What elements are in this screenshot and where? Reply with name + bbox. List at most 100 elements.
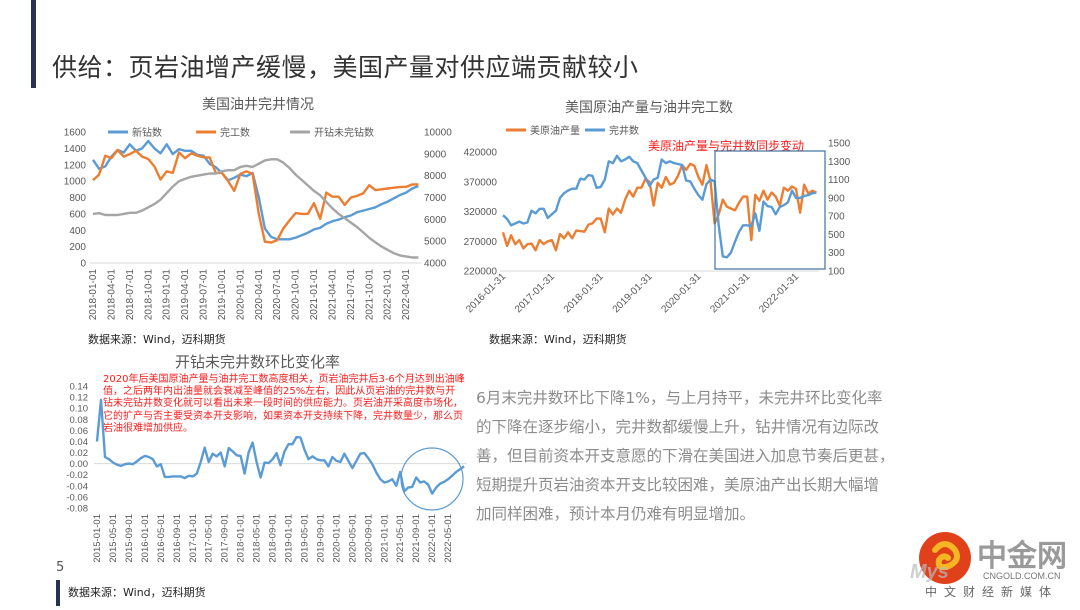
- x-tick-label: 2015-05-01: [108, 514, 119, 563]
- y-tick-label: 0.12: [70, 393, 89, 404]
- y2-tick-label: 6000: [424, 215, 447, 226]
- x-tick-label: 2020-05-01: [347, 514, 358, 563]
- x-tick-label: 2022-04-01: [401, 269, 412, 321]
- x-tick-label: 2021-07-01: [346, 269, 357, 321]
- x-tick-label: 2018-09-01: [268, 514, 279, 563]
- y-tick-label: 0.08: [70, 415, 89, 426]
- y-tick-label: 0.02: [70, 448, 89, 459]
- series-line-1-1: [92, 139, 419, 241]
- x-tick-label: 2020-04-01: [254, 269, 265, 321]
- x-tick-label: 2019-04-01: [180, 269, 191, 321]
- legend-label: 美原油产量: [530, 124, 580, 137]
- series-line-2-2: [502, 154, 817, 259]
- x-tick-label: 2019-07-01: [199, 269, 210, 321]
- x-tick-label: 2021-01-31: [708, 271, 752, 315]
- x-tick-label: 2021-01-01: [379, 514, 390, 563]
- y-tick-label: 0.06: [70, 426, 89, 437]
- chart1-source: 数据来源：Wind，迈科期货: [88, 333, 226, 346]
- y-tick-label: 0: [80, 259, 86, 270]
- x-tick-label: 2016-05-01: [156, 514, 167, 563]
- y-tick-label: 1400: [64, 144, 87, 155]
- y-tick-label: 1000: [64, 177, 87, 188]
- x-tick-label: 2016-01-31: [464, 271, 508, 315]
- cngold-logo: Mys 中金网 CNGOLD.COM.CN 中文财经新媒体: [905, 528, 1075, 606]
- chart2-title: 美国原油产量与油井完工数: [565, 100, 733, 116]
- y-tick-label: 270000: [464, 237, 498, 248]
- x-tick-label: 2017-09-01: [220, 514, 231, 563]
- analysis-line: 善，但目前资本开支意愿的下滑在美国进入加息节奏后更甚，: [476, 447, 895, 465]
- legend-label: 开钻未完钻数: [314, 126, 374, 139]
- analysis-line: 加同样困难，预计本月仍难有明显增加。: [476, 505, 756, 523]
- analysis-line: 6月末完井数环比下降1%，与上月持平，未完井环比变化率: [476, 389, 883, 407]
- chart2-source: 数据来源：Wind，迈科期货: [489, 333, 627, 346]
- x-tick-label: 2017-01-01: [188, 514, 199, 563]
- y2-tick-label: 5000: [424, 237, 447, 248]
- x-tick-label: 2021-04-01: [327, 269, 338, 321]
- svg-text:CNGOLD.COM.CN: CNGOLD.COM.CN: [983, 571, 1061, 581]
- highlight-circle: [400, 447, 464, 511]
- x-tick-label: 2022-05-01: [443, 514, 454, 563]
- x-tick-label: 2022-01-01: [427, 514, 438, 563]
- x-tick-label: 2018-01-01: [88, 269, 99, 321]
- y-tick-label: -0.06: [66, 492, 88, 503]
- y-tick-label: 1200: [64, 160, 87, 171]
- y-tick-label: 1600: [64, 128, 87, 139]
- series-line-1-2: [92, 148, 419, 244]
- y-tick-label: 0.14: [70, 382, 89, 393]
- y-tick-label: 320000: [464, 207, 498, 218]
- x-tick-label: 2019-10-01: [217, 269, 228, 321]
- legend-label: 新钻数: [132, 126, 162, 139]
- y-tick-label: 0.10: [70, 404, 89, 415]
- y-tick-label: -0.08: [66, 504, 88, 515]
- chart3-source: 数据来源：Wind，迈科期货: [68, 586, 206, 599]
- chart3-annotation: 2020年后美国原油产量与油井完工数高度相关，页岩油完井后3-6个月达到出油峰值…: [103, 374, 465, 434]
- x-tick-label: 2017-01-31: [513, 271, 557, 315]
- legend-label: 完工数: [220, 126, 250, 139]
- y-tick-label: 370000: [464, 177, 498, 188]
- x-tick-label: 2020-10-01: [291, 269, 302, 321]
- series-line-3-1: [95, 398, 465, 495]
- series-line-2-1: [501, 162, 817, 252]
- x-tick-label: 2016-09-01: [172, 514, 183, 563]
- accent-bar-bottom: [56, 580, 60, 606]
- y2-tick-label: 900: [828, 193, 845, 204]
- svg-text:Mys: Mys: [910, 561, 949, 583]
- y-tick-label: 420000: [464, 148, 498, 159]
- x-tick-label: 2020-01-01: [235, 269, 246, 321]
- x-tick-label: 2018-05-01: [252, 514, 263, 563]
- y-tick-label: 600: [69, 209, 86, 220]
- x-tick-label: 2021-05-01: [395, 514, 406, 563]
- accent-bar: [31, 0, 36, 88]
- y-tick-label: -0.04: [66, 481, 88, 492]
- svg-text:中文财经新媒体: 中文财经新媒体: [925, 584, 1058, 599]
- y2-tick-label: 8000: [424, 171, 447, 182]
- y2-tick-label: 300: [828, 248, 845, 259]
- y2-tick-label: 700: [828, 212, 845, 223]
- x-tick-label: 2022-01-01: [383, 269, 394, 321]
- y2-tick-label: 10000: [424, 128, 452, 139]
- x-tick-label: 2019-01-01: [162, 269, 173, 321]
- chart2-annotation: 美原油产量与完井数同步变动: [648, 139, 805, 153]
- x-tick-label: 2017-05-01: [204, 514, 215, 563]
- y-tick-label: -0.02: [66, 470, 88, 481]
- y2-tick-label: 4000: [424, 259, 447, 270]
- x-tick-label: 2019-09-01: [315, 514, 326, 563]
- x-tick-label: 2022-01-31: [757, 271, 801, 315]
- legend-label: 完井数: [609, 124, 639, 137]
- analysis-line: 短期提升页岩油资本开支比较困难，美原油产出长期大幅增: [476, 476, 880, 494]
- y2-tick-label: 9000: [424, 149, 447, 160]
- x-tick-label: 2020-09-01: [363, 514, 374, 563]
- analysis-line: 的下降在逐步缩小，完井数都缓慢上升，钻井情况有边际改: [476, 418, 880, 436]
- y2-tick-label: 100: [828, 267, 845, 278]
- x-tick-label: 2016-01-01: [140, 514, 151, 563]
- x-tick-label: 2021-01-01: [309, 269, 320, 321]
- y-tick-label: 0.04: [70, 437, 89, 448]
- y2-tick-label: 1300: [828, 157, 851, 168]
- y-tick-label: 400: [69, 226, 86, 237]
- x-tick-label: 2019-05-01: [299, 514, 310, 563]
- x-tick-label: 2018-04-01: [106, 269, 117, 321]
- x-tick-label: 2020-01-01: [331, 514, 342, 563]
- chart3-title: 开钻未完井数环比变化率: [175, 353, 341, 371]
- x-tick-label: 2018-01-31: [562, 271, 606, 315]
- x-tick-label: 2021-09-01: [411, 514, 422, 563]
